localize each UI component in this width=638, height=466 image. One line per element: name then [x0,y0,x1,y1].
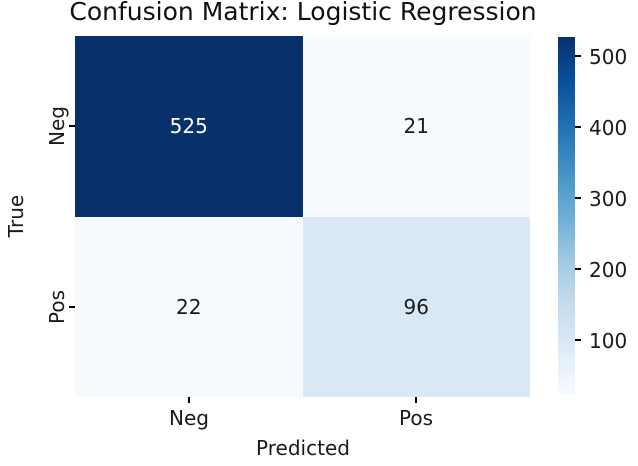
heatmap-cell-true-neg-pred-pos: 21 [302,36,530,217]
colorbar-tick-label-400: 400 [589,116,628,140]
y-tick-label-neg: Neg [45,106,69,146]
colorbar-tick-mark [575,268,581,270]
colorbar-tick-mark [575,126,581,128]
heatmap-cell-true-pos-pred-neg: 22 [75,216,303,397]
colorbar-tick-label-200: 200 [589,258,628,282]
colorbar [558,37,575,394]
y-axis-tick-mark [69,306,75,308]
chart-title: Confusion Matrix: Logistic Regression [69,0,537,26]
x-axis-tick-mark [188,397,190,403]
x-axis-tick-mark [415,397,417,403]
colorbar-tick-label-300: 300 [589,187,628,211]
y-tick-label-pos: Pos [45,289,69,325]
x-axis-label: Predicted [256,436,350,460]
heatmap-cell-true-pos-pred-pos: 96 [302,216,530,397]
x-tick-label-neg: Neg [169,406,209,430]
x-tick-label-pos: Pos [398,406,434,430]
y-axis-tick-mark [69,125,75,127]
colorbar-tick-mark [575,55,581,57]
y-axis-label: True [4,194,28,238]
colorbar-tick-label-500: 500 [589,45,628,69]
colorbar-tick-mark [575,197,581,199]
colorbar-tick-label-100: 100 [589,329,628,353]
heatmap: 525 21 22 96 [75,36,530,397]
heatmap-cell-true-neg-pred-neg: 525 [75,36,303,217]
colorbar-tick-mark [575,339,581,341]
